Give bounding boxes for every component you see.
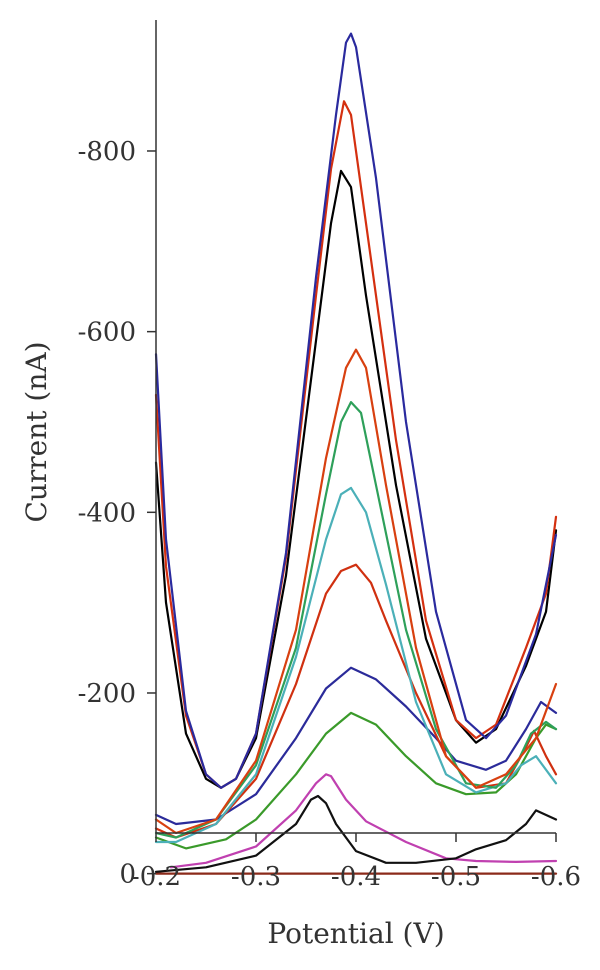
series-line-3 <box>154 794 558 873</box>
series-line-2 <box>169 773 558 869</box>
y-axis-title: Current (nA) <box>20 341 53 522</box>
series-line-7 <box>154 486 558 844</box>
series-line-4 <box>154 711 558 850</box>
y-tick-label: -800 <box>78 137 136 167</box>
x-tick-label: -0.5 <box>431 862 481 892</box>
x-tick-label: -0.6 <box>531 862 581 892</box>
series-line-10 <box>154 169 558 789</box>
series-line-5 <box>154 666 558 826</box>
series-line-11 <box>154 100 558 789</box>
series-layer <box>154 32 558 875</box>
x-tick-label: -0.3 <box>231 862 281 892</box>
x-tick-label: -0.4 <box>331 862 381 892</box>
y-tick-label: -400 <box>78 498 136 528</box>
series-line-9 <box>154 348 558 835</box>
x-tick-label: -0.2 <box>131 862 181 892</box>
series-line-8 <box>154 401 558 839</box>
y-tick-label: 0 <box>119 860 136 890</box>
x-axis-title: Potential (V) <box>267 917 444 950</box>
series-line-6 <box>154 563 558 839</box>
y-ticks: 0 -200 -400 -600 -800 <box>78 137 156 890</box>
y-tick-label: -200 <box>78 679 136 709</box>
x-ticks: -0.2 -0.3 -0.4 -0.5 -0.6 <box>131 833 581 892</box>
series-line-12 <box>154 32 558 789</box>
y-tick-label: -600 <box>78 318 136 348</box>
